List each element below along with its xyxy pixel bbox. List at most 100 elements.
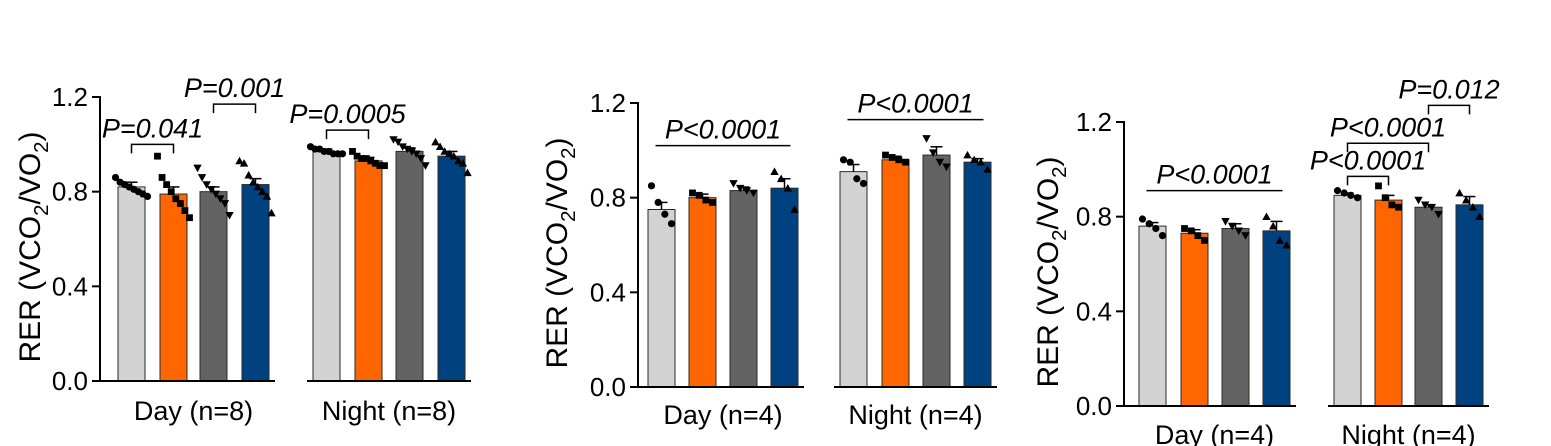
y-axis-label-part: /VO [1032, 178, 1065, 230]
data-point [647, 182, 656, 190]
data-point [735, 184, 745, 193]
data-point [239, 159, 249, 167]
y-axis-label-part: /VO [541, 159, 574, 211]
chart-panel-2: 0.0 0.4 0.8 1.2 Day (n=4) Night (n=4) RER (VCO… [541, 88, 997, 430]
data-point [859, 179, 868, 188]
data-point [790, 205, 799, 213]
data-point [1145, 220, 1153, 228]
y-axis-label-part: ) [1032, 156, 1065, 166]
data-point [695, 191, 703, 199]
data-point [1461, 195, 1471, 204]
data-point [922, 135, 931, 143]
data-point [1187, 227, 1195, 235]
data-point [1194, 232, 1202, 239]
data-point [935, 158, 945, 167]
data-point [1427, 203, 1437, 212]
data-point [1381, 194, 1389, 202]
data-point [942, 163, 951, 172]
significance-bracket [130, 143, 175, 154]
bar [1374, 199, 1403, 407]
y-axis-label-part: RER (VCO [1032, 241, 1065, 388]
data-point [1333, 187, 1342, 195]
data-point [416, 155, 426, 163]
data-point [1468, 203, 1478, 211]
data-point [1275, 236, 1285, 244]
y-axis-label-part: ) [14, 131, 47, 141]
data-point [258, 187, 267, 196]
data-point [158, 174, 166, 181]
p-value-label: P=0.0005 [289, 99, 406, 129]
chart-panel-1: 0.0 0.4 0.8 1.2 Day (n=8) Night (n=8) RER (VCO… [14, 73, 472, 426]
data-point [1388, 201, 1396, 209]
data-point [181, 207, 189, 214]
data-point [776, 174, 786, 183]
data-point [167, 188, 175, 196]
data-point [253, 182, 262, 191]
data-point [197, 174, 207, 182]
data-point [154, 152, 161, 160]
data-point [381, 162, 388, 170]
y-tick-label: 0.0 [52, 366, 88, 396]
data-point [709, 199, 716, 206]
y-axis-label: RER (VCO2/VO2) [14, 131, 53, 362]
data-point [895, 156, 903, 164]
data-point [1395, 203, 1402, 211]
significance-bracket [1346, 142, 1430, 153]
data-point [1227, 222, 1237, 231]
data-point [1138, 215, 1147, 223]
data-point [235, 156, 244, 165]
data-point [770, 167, 779, 175]
p-value-label: P<0.0001 [857, 89, 973, 119]
data-point [358, 155, 366, 162]
x-category-label: Day (n=4) [1155, 420, 1274, 446]
significance-bracket [1346, 175, 1390, 186]
data-point [1434, 210, 1443, 219]
p-value-label: P<0.0001 [665, 115, 781, 145]
bar [881, 159, 910, 388]
y-tick-label: 1.2 [1076, 107, 1112, 137]
significance-bracket [212, 103, 257, 114]
data-point [393, 138, 403, 147]
data-point [440, 147, 449, 155]
data-point [267, 208, 276, 217]
y-axis-label: RER (VCO2/VO2) [1032, 156, 1071, 387]
bar [241, 184, 270, 382]
bar [1262, 230, 1291, 407]
data-point [1234, 227, 1244, 236]
data-point [729, 180, 738, 188]
y-tick-label: 0.8 [52, 177, 88, 207]
data-point [220, 200, 230, 208]
bar [770, 187, 799, 388]
x-category-label: Night (n=8) [322, 396, 456, 426]
bar [1138, 225, 1167, 407]
data-point [1241, 232, 1250, 240]
data-point [853, 175, 861, 183]
bar [354, 160, 383, 382]
p-value-label: P<0.0001 [1310, 145, 1426, 175]
y-tick-label: 0.8 [1076, 202, 1112, 232]
data-point [398, 143, 407, 151]
data-point [846, 158, 854, 166]
data-point [1268, 221, 1278, 230]
data-point [882, 151, 889, 159]
bar [963, 161, 992, 388]
bar [922, 154, 951, 388]
y-axis-label-subscript: 2 [31, 205, 53, 216]
data-point [1152, 224, 1160, 233]
data-point [435, 142, 445, 151]
p-value-label: P=0.001 [184, 73, 285, 103]
bar [839, 171, 868, 388]
y-axis-label-part: /VO [14, 153, 47, 205]
data-point [976, 157, 986, 166]
data-point [1420, 201, 1430, 210]
data-point [1414, 196, 1423, 205]
data-point [689, 189, 696, 197]
bar [1221, 228, 1250, 407]
data-point [1221, 218, 1230, 226]
data-point [1158, 232, 1167, 240]
data-point [207, 185, 216, 194]
y-axis-label: RER (VCO2/VO2) [541, 137, 580, 368]
data-point [1262, 212, 1271, 221]
bar [729, 190, 758, 388]
bar [1455, 204, 1484, 407]
